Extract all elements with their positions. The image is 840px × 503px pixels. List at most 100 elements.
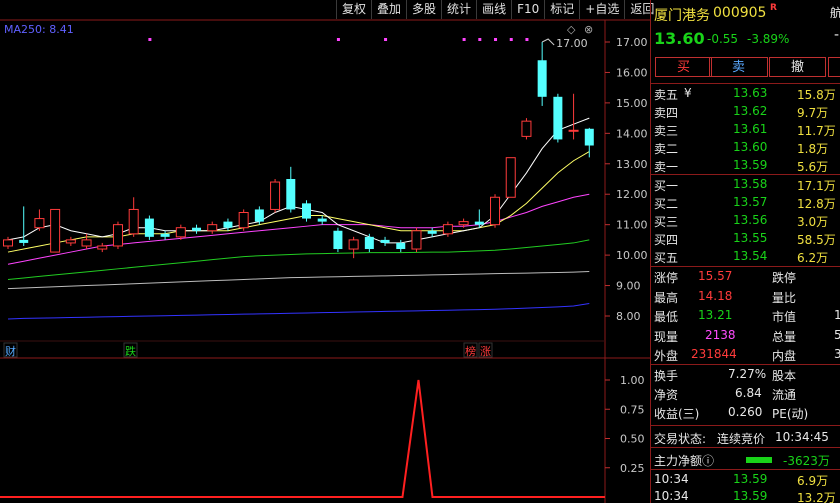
- ask-label: 卖二: [654, 142, 679, 156]
- bid-row: 买五 13.54 6.2万: [651, 249, 840, 267]
- stat-label: 现量: [654, 329, 679, 344]
- candle-body: [568, 129, 579, 132]
- tag-zhang-box[interactable]: [478, 342, 493, 358]
- toolbar-button-5[interactable]: F10: [511, 0, 544, 19]
- info-icon[interactable]: ⓘ: [702, 454, 715, 468]
- ask-volume: 1.8万: [797, 142, 829, 156]
- main-flow-value: -3623万: [783, 454, 830, 468]
- ask-volume: 11.7万: [797, 124, 836, 138]
- candle-body: [50, 208, 61, 253]
- fund-label: 净资: [654, 388, 679, 402]
- candle-body: [396, 242, 406, 250]
- fund-label: 换手: [654, 369, 679, 383]
- fund-label-2: 股本: [772, 369, 797, 383]
- candle-body: [302, 203, 311, 219]
- ask-row: 卖五 ¥13.63 15.8万: [651, 86, 840, 104]
- candle-body: [537, 60, 547, 97]
- ma5-line: [7, 117, 590, 244]
- trade-status-value: 连续竞价: [717, 432, 766, 446]
- fund-label-2: PE(动): [772, 407, 809, 421]
- candle-body: [380, 239, 390, 243]
- tick-time: 10:34: [654, 489, 689, 503]
- candle-body: [112, 224, 123, 247]
- cancel-button[interactable]: 撤: [769, 57, 826, 77]
- trade-status-time: 10:34:45: [775, 430, 829, 444]
- quote-panel: 厦门港务 000905 R 航 13.60 -0.55 -3.89% - 买 卖…: [650, 0, 840, 503]
- stat-label-2: 内盘: [772, 349, 797, 363]
- toolbar-button-8[interactable]: 返回: [624, 0, 659, 19]
- toolbar-button-0[interactable]: 复权: [336, 0, 371, 19]
- price-axis-label: 10.00: [616, 249, 648, 262]
- signal-marker: [336, 38, 340, 41]
- candle-body: [364, 236, 374, 250]
- ask-label: 卖五: [654, 88, 679, 102]
- price-axis-label: 17.00: [616, 36, 648, 49]
- divider: [651, 174, 840, 175]
- stat-row: 现量 2138 总量 5: [651, 328, 840, 346]
- stat-label: 最低: [654, 310, 679, 324]
- stat-label: 涨停: [654, 271, 679, 285]
- lower-axis-label: 0.25: [620, 462, 645, 475]
- bid-label: 买一: [654, 179, 679, 193]
- bid-price: 13.56: [733, 213, 768, 227]
- ask-label: 卖四: [654, 106, 679, 120]
- tag-cai-box[interactable]: [3, 342, 18, 358]
- candle-body: [474, 221, 484, 225]
- toolbar-button-2[interactable]: 多股: [406, 0, 441, 19]
- bid-price: 13.54: [733, 249, 768, 263]
- candle-body: [34, 218, 45, 229]
- toolbar-button-4[interactable]: 画线: [476, 0, 511, 19]
- tick-volume: 13.2万: [797, 491, 836, 503]
- more-button[interactable]: [828, 57, 840, 77]
- toolbar-button-6[interactable]: 标记: [544, 0, 579, 19]
- diamond-icon[interactable]: ◇: [567, 23, 576, 36]
- main-flow-bar: [746, 457, 772, 463]
- lower-axis-label: 1.00: [620, 374, 645, 387]
- tag-bang-box[interactable]: [463, 342, 478, 358]
- fund-label-2: 流通: [772, 388, 797, 402]
- tag-cai: 财: [5, 344, 16, 358]
- candle-body: [458, 221, 469, 226]
- toolbar-button-3[interactable]: 统计: [441, 0, 476, 19]
- tick-row: 10:34 13.59 13.2万: [651, 489, 840, 503]
- stat-value: 14.18: [698, 288, 733, 303]
- ask-price: 13.62: [733, 104, 768, 118]
- ma10-line: [7, 151, 590, 253]
- candle-body: [505, 157, 516, 198]
- candle-body: [317, 218, 327, 222]
- bid-volume: 3.0万: [797, 215, 829, 229]
- ask-row: 卖三 13.61 11.7万: [651, 122, 840, 140]
- candle-body: [160, 233, 170, 237]
- close-icon[interactable]: ⊗: [584, 23, 593, 36]
- sell-button[interactable]: 卖: [709, 57, 768, 77]
- high-marker-label: 17.00: [556, 37, 588, 50]
- candle-body: [348, 239, 359, 250]
- bid-price: 13.58: [733, 177, 768, 191]
- ma60-line: [7, 239, 590, 280]
- stat-row: 外盘 231844 内盘 3: [651, 347, 840, 365]
- candle-body: [175, 227, 186, 238]
- trade-status-label: 交易状态:: [654, 432, 707, 446]
- candle-body: [411, 230, 422, 250]
- tag-bang: 榜: [465, 344, 476, 358]
- ask-volume: 9.7万: [797, 106, 829, 120]
- ma250-label: MA250: 8.41: [4, 23, 74, 36]
- tick-row: 10:34 13.59 6.9万: [651, 472, 840, 490]
- divider: [651, 266, 840, 267]
- kline-chart[interactable]: MA250: 8.41 ◇ ⊗17.0016.0015.0014.0013.0012…: [0, 0, 650, 503]
- signal-marker: [478, 38, 482, 41]
- tag-die-box[interactable]: [123, 342, 138, 358]
- fund-value: 0.260: [728, 405, 763, 419]
- candle-body: [442, 224, 453, 235]
- toolbar-button-1[interactable]: 叠加: [371, 0, 406, 19]
- buy-button[interactable]: 买: [655, 57, 712, 77]
- toolbar-button-7[interactable]: +自选: [579, 0, 624, 19]
- bid-row: 买四 13.55 58.5万: [651, 231, 840, 249]
- tick-price: 13.59: [733, 472, 768, 486]
- current-price: 13.60: [654, 29, 705, 48]
- ask-row: 卖四 13.62 9.7万: [651, 104, 840, 122]
- ask-price: 13.61: [733, 122, 768, 136]
- signal-marker: [509, 38, 513, 41]
- candle-body: [238, 211, 249, 229]
- chart-toolbar: 复权 叠加 多股 统计 画线 F10 标记 +自选 返回: [336, 0, 659, 20]
